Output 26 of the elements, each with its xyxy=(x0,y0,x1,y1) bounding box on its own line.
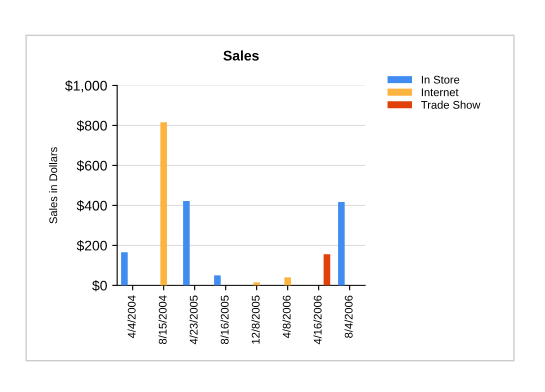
legend-label: Trade Show xyxy=(421,100,480,109)
chart-title: Sales xyxy=(223,50,259,61)
x-tick-label: 8/16/2005 xyxy=(220,296,229,344)
bar xyxy=(338,202,345,286)
bar xyxy=(183,201,190,286)
bar xyxy=(160,122,167,286)
x-tick-label: 8/4/2006 xyxy=(344,296,353,338)
y-tick-label: $1,000 xyxy=(65,80,107,92)
y-tick-label: $600 xyxy=(76,160,107,172)
y-tick-label: $0 xyxy=(92,280,107,292)
legend-label: In Store xyxy=(422,76,460,84)
x-tick-label: 8/15/2004 xyxy=(158,295,167,344)
legend-label: Internet xyxy=(422,88,458,96)
y-tick-label: $400 xyxy=(76,200,107,212)
x-tick-label: 4/4/2004 xyxy=(127,295,136,338)
bar xyxy=(324,254,330,286)
y-tick-label: $200 xyxy=(76,240,107,252)
x-tick-label: 12/8/2005 xyxy=(251,296,260,344)
x-tick-label: 4/16/2006 xyxy=(313,296,322,344)
y-axis-title: Sales in Dollars xyxy=(49,147,58,224)
x-tick-label: 4/23/2005 xyxy=(189,296,198,344)
bar xyxy=(214,275,221,286)
bar xyxy=(284,277,291,286)
bar xyxy=(121,252,128,286)
x-tick-label: 4/8/2006 xyxy=(282,296,291,338)
y-tick-label: $800 xyxy=(76,120,107,132)
